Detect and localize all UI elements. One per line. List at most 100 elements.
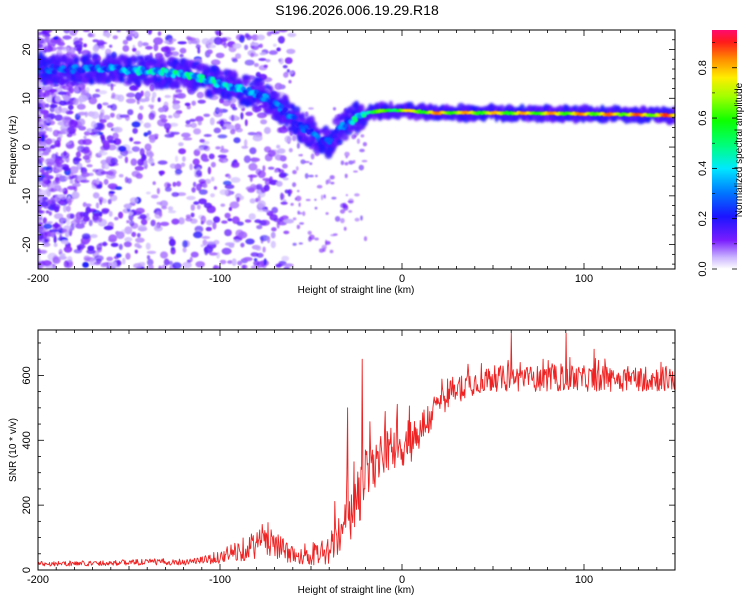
- heatmap-speckle: [54, 195, 61, 202]
- heatmap-speckle: [232, 58, 238, 63]
- heatmap-speckle: [83, 43, 87, 48]
- heatmap-speckle: [247, 132, 257, 136]
- heatmap-speckle: [101, 198, 107, 204]
- heatmap-speckle: [108, 261, 118, 269]
- ridge-halo-blob: [88, 76, 95, 86]
- heatmap-speckle: [158, 114, 167, 120]
- heatmap-speckle: [144, 90, 151, 99]
- heatmap-speckle: [116, 30, 121, 33]
- heatmap-speckle: [83, 135, 87, 140]
- heatmap-speckle: [259, 52, 267, 56]
- heatmap-speckle: [47, 46, 57, 52]
- heatmap-speckle: [40, 201, 49, 207]
- heatmap-speckle: [318, 248, 325, 253]
- heatmap-speckle: [153, 37, 164, 45]
- heatmap-speckle: [146, 250, 157, 254]
- heatmap-speckle: [57, 41, 66, 47]
- heatmap-speckle: [245, 238, 255, 245]
- heatmap-speckle: [134, 166, 145, 171]
- heatmap-speckle: [210, 193, 215, 198]
- heatmap-speckle: [182, 261, 192, 269]
- heatmap-speckle: [244, 59, 255, 66]
- heatmap-speckle: [53, 213, 64, 220]
- heatmap-speckle: [282, 65, 288, 69]
- heatmap-speckle: [54, 95, 61, 103]
- heatmap-speckle: [41, 169, 45, 176]
- heatmap-speckle: [178, 148, 187, 155]
- heatmap-speckle: [117, 94, 125, 102]
- heatmap-speckle: [196, 204, 201, 210]
- heatmap-speckle: [38, 125, 48, 129]
- heatmap-speckle: [332, 107, 337, 111]
- heatmap-speckle: [227, 260, 234, 264]
- heatmap-speckle: [300, 153, 303, 157]
- heatmap-speckle: [73, 98, 79, 106]
- heatmap-speckle: [131, 146, 140, 152]
- heatmap-speckle: [196, 147, 204, 151]
- heatmap-speckle: [358, 164, 364, 171]
- y-tick-label: 600: [21, 366, 33, 384]
- heatmap-speckle: [255, 183, 263, 190]
- heatmap-speckle: [122, 45, 130, 52]
- heatmap-speckle: [106, 256, 114, 262]
- heatmap-speckle: [253, 260, 260, 266]
- heatmap-speckle: [157, 160, 168, 165]
- heatmap-speckle: [137, 224, 147, 232]
- heatmap-speckle: [78, 37, 83, 42]
- ridge-core-blob: [282, 107, 289, 112]
- heatmap-speckle: [82, 261, 89, 268]
- heatmap-speckle: [314, 206, 318, 210]
- heatmap-speckle: [108, 210, 113, 217]
- heatmap-speckle: [286, 48, 296, 55]
- heatmap-speckle: [140, 90, 144, 97]
- heatmap-speckle: [223, 180, 232, 186]
- heatmap-speckle: [44, 35, 50, 43]
- heatmap-speckle: [141, 42, 149, 47]
- x-tick-label: -100: [209, 574, 231, 586]
- heatmap-speckle: [193, 231, 203, 239]
- heatmap-speckle: [201, 236, 211, 239]
- heatmap-speckle: [92, 45, 100, 52]
- heatmap-speckle: [192, 181, 197, 188]
- heatmap-speckle: [135, 207, 145, 214]
- heatmap-speckle: [144, 143, 152, 151]
- heatmap-speckle: [283, 266, 290, 269]
- heatmap-speckle: [139, 105, 144, 111]
- heatmap-speckle: [299, 222, 304, 225]
- heatmap-speckle: [157, 97, 161, 102]
- heatmap-speckle: [38, 163, 42, 171]
- heatmap-speckle: [270, 231, 276, 239]
- heatmap-speckle: [182, 240, 188, 248]
- heatmap-speckle: [118, 243, 123, 250]
- heatmap-speckle: [247, 187, 255, 193]
- ridge-halo-blob: [672, 118, 675, 124]
- ridge-halo-blob: [44, 57, 50, 62]
- heatmap-speckle: [151, 194, 159, 199]
- heatmap-speckle: [342, 202, 347, 208]
- heatmap-speckle: [41, 151, 50, 156]
- heatmap-speckle: [135, 237, 145, 243]
- heatmap-speckle: [268, 50, 278, 55]
- heatmap-speckle: [320, 194, 324, 201]
- y-tick-label: 0: [21, 144, 33, 150]
- ridge-halo-blob: [300, 112, 306, 121]
- ridge-core-blob: [303, 124, 309, 130]
- heatmap-speckle: [331, 196, 337, 200]
- heatmap-speckle: [87, 33, 94, 38]
- heatmap-speckle: [363, 236, 368, 242]
- heatmap-speckle: [108, 234, 118, 243]
- heatmap-speckle: [135, 50, 141, 56]
- heatmap-speckle: [204, 247, 209, 256]
- heatmap-speckle: [136, 233, 141, 238]
- heatmap-speckle: [207, 166, 212, 175]
- heatmap-speckle: [117, 155, 123, 159]
- heatmap-speckle: [73, 217, 81, 222]
- heatmap-speckle: [59, 253, 66, 257]
- heatmap-speckle: [228, 243, 235, 248]
- heatmap-speckle: [88, 172, 94, 177]
- heatmap-speckle: [229, 201, 240, 209]
- heatmap-speckle: [54, 106, 62, 115]
- heatmap-speckle: [197, 120, 202, 126]
- snr-series-line: [38, 332, 675, 567]
- heatmap-speckle: [309, 162, 313, 166]
